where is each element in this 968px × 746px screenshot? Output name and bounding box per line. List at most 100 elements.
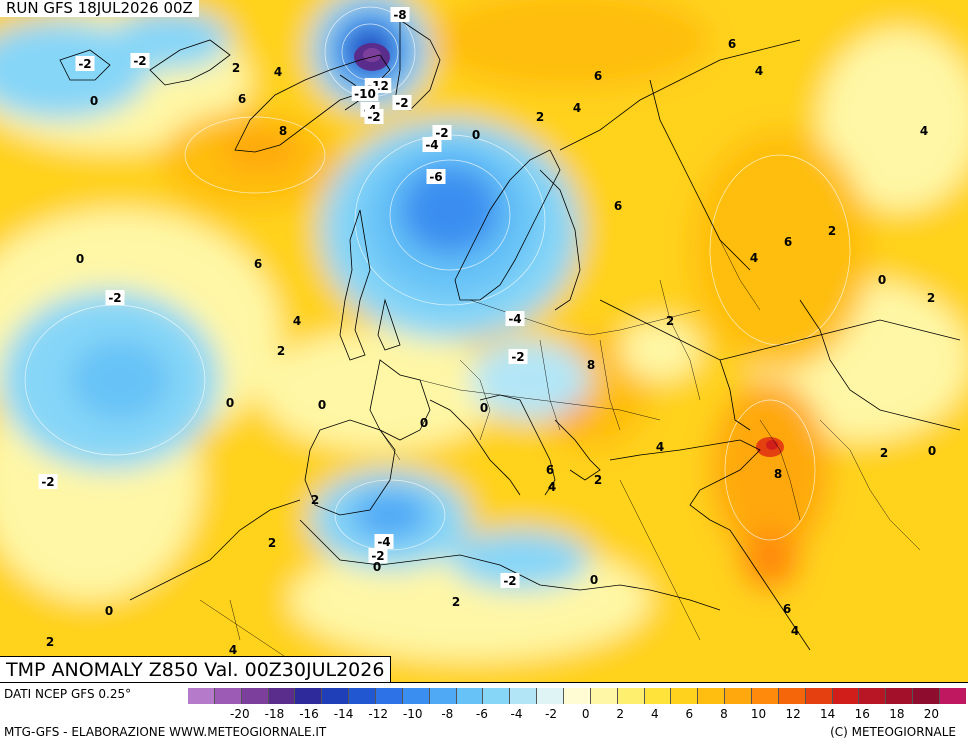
color-scale-segment	[805, 688, 833, 704]
contour-label: 0	[472, 128, 480, 142]
contour-label: 6	[614, 199, 622, 213]
contour-label: 4	[656, 440, 664, 454]
contour-label: -2	[503, 574, 516, 588]
contour-label-bg	[130, 53, 150, 68]
contour-label: 6	[594, 69, 602, 83]
color-scale-segment	[322, 688, 350, 704]
contour-label: -4	[508, 312, 521, 326]
contour-label: 4	[293, 314, 301, 328]
contour-label: 4	[229, 643, 237, 657]
contour-label: -2	[367, 110, 380, 124]
color-scale-segment	[376, 688, 403, 704]
contour-label: 4	[573, 101, 581, 115]
contour-label: 8	[587, 358, 595, 372]
contour-label: 2	[452, 595, 460, 609]
contour-label: -2	[78, 57, 91, 71]
color-scale-tick-label: -12	[368, 707, 388, 721]
contour-label: 2	[927, 291, 935, 305]
contour-label-bg	[38, 474, 58, 489]
contour-label: -6	[429, 170, 442, 184]
contour-label-bg	[105, 290, 125, 305]
color-scale-tick-label: -20	[230, 707, 250, 721]
contour-label: 4	[750, 251, 758, 265]
contour-label-bg	[426, 169, 446, 184]
color-scale-tick-label: 18	[889, 707, 905, 721]
color-scale-segment	[429, 688, 457, 704]
color-scale-segment	[564, 688, 591, 704]
color-scale-segment	[940, 688, 966, 704]
contour-label-bg	[75, 56, 95, 71]
contour-label: -2	[371, 549, 384, 563]
contour-label: 2	[268, 536, 276, 550]
color-scale-segment	[698, 688, 726, 704]
color-scale-tick-label: 14	[820, 707, 836, 721]
contour-label: 0	[373, 560, 381, 574]
temperature-anomaly-map: -8-2-22460-12-10-4-2-2864642-2-40-664264…	[0, 0, 968, 682]
color-scale-segment	[913, 688, 941, 704]
contour-label-bg	[390, 7, 410, 22]
color-scale-tick-label: -14	[333, 707, 354, 721]
coastlines	[59, 19, 961, 651]
color-scale-tick-label: -18	[264, 707, 285, 721]
color-scale-segment	[214, 688, 242, 704]
color-scale-tick-label: -4	[510, 707, 523, 721]
color-scale-tick-label: 6	[685, 707, 694, 721]
contour-label: 4	[791, 624, 799, 638]
contour-label: 8	[279, 124, 287, 138]
color-scale-tick-label: 12	[785, 707, 801, 721]
color-scale-segment	[644, 688, 672, 704]
color-scale-tick-label: 2	[616, 707, 625, 721]
contour-label: 0	[318, 398, 326, 412]
contour-label: 2	[666, 314, 674, 328]
contour-label-bg	[432, 125, 452, 140]
color-scale-segment	[752, 688, 779, 704]
color-scale-tick-label: 4	[650, 707, 659, 721]
contour-label: -2	[133, 54, 146, 68]
contour-label: 6	[784, 235, 792, 249]
contour-label-bg	[392, 95, 412, 110]
contour-label-bg	[374, 534, 394, 549]
color-scale-segment	[268, 688, 296, 704]
color-scale-segment	[778, 688, 806, 704]
contour-label-bg	[351, 86, 379, 101]
color-scale-tick-label: -16	[299, 707, 319, 721]
contour-label: 2	[277, 344, 285, 358]
color-scale-tick-label: -6	[475, 707, 488, 721]
copyright-credit: (C) METEOGIORNALE	[830, 725, 956, 739]
color-scale-tick-label: 10	[750, 707, 767, 721]
contour-label: -4	[425, 138, 438, 152]
color-scale-tick-label: 20	[923, 707, 940, 721]
color-scale-segment	[402, 688, 430, 704]
contour-label: 2	[594, 473, 602, 487]
anomaly-field	[0, 0, 968, 682]
contour-label: 0	[878, 273, 886, 287]
color-scale-segment	[456, 688, 484, 704]
contour-label: 4	[755, 64, 763, 78]
contour-label: 2	[880, 446, 888, 460]
contour-label: -8	[393, 8, 406, 22]
run-label: RUN GFS 18JUL2026 00Z	[0, 0, 199, 17]
color-scale-segment	[832, 688, 860, 704]
color-scale-segment	[241, 688, 269, 704]
color-scale-segment	[886, 688, 914, 704]
color-scale-segment	[859, 688, 887, 704]
contour-label-bg	[364, 109, 384, 124]
contour-label-bg	[368, 548, 388, 563]
contour-label: -2	[41, 475, 54, 489]
contour-label: 0	[226, 396, 234, 410]
contour-label: 6	[254, 257, 262, 271]
color-scale-segment	[349, 688, 377, 704]
contour-label: 0	[480, 401, 488, 415]
color-scale-tick-label: 16	[854, 707, 870, 721]
contour-label: -2	[108, 291, 121, 305]
contour-label: -4	[377, 535, 390, 549]
contour-label: 0	[928, 444, 936, 458]
contour-label-bg	[508, 349, 528, 364]
contour-label: 6	[783, 602, 791, 616]
contour-label: 2	[311, 493, 319, 507]
contour-label: -2	[511, 350, 524, 364]
contour-label: -2	[435, 126, 448, 140]
color-scale-ticks: -20 -18 -16 -14 -12 -10 -8 -6 -4 -2 0 2 4 6 8 10 12 14 16 1…	[188, 707, 966, 723]
map-title: TMP ANOMALY Z850 Val. 00Z30JUL2026	[0, 656, 392, 683]
contour-label: 6	[728, 37, 736, 51]
